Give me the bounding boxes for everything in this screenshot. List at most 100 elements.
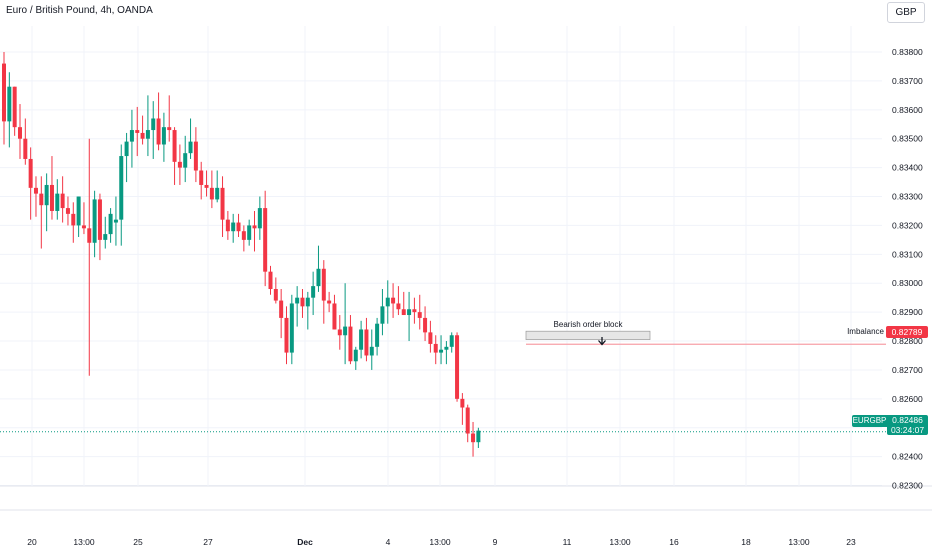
currency-button[interactable]: GBP: [887, 2, 925, 23]
candle-body: [204, 184, 209, 188]
candle-body: [17, 127, 22, 139]
candle-body: [220, 187, 225, 220]
time-tick-label: 23: [846, 537, 856, 547]
candle-body: [28, 158, 33, 188]
candle-body: [247, 225, 252, 240]
chart-grid: [0, 26, 932, 511]
candle-body: [23, 138, 28, 159]
price-tick-label: 0.83400: [892, 163, 923, 173]
candle-body: [321, 268, 326, 301]
candle-body: [108, 213, 113, 235]
candle-body: [81, 225, 86, 229]
candle-body: [97, 199, 102, 240]
price-tick-label: 0.83500: [892, 134, 923, 144]
time-tick-label: 13:00: [609, 537, 631, 547]
candle-body: [401, 309, 406, 316]
price-tick-label: 0.82700: [892, 365, 923, 375]
candle-body: [193, 141, 198, 171]
order-block-zone: [525, 330, 651, 340]
price-tick-label: 0.83700: [892, 76, 923, 86]
candle-body: [140, 132, 145, 139]
time-tick-label: 4: [386, 537, 391, 547]
candle-body: [364, 329, 369, 356]
candle-body: [273, 289, 278, 301]
candle-body: [2, 63, 6, 122]
price-tick-label: 0.83800: [892, 47, 923, 57]
candle-body: [449, 335, 454, 347]
candle-body: [471, 433, 476, 443]
down-arrow-icon: [598, 337, 606, 346]
price-tick-label: 0.83100: [892, 249, 923, 259]
candle-body: [316, 268, 321, 287]
imbalance-price-tag: 0.82789: [886, 326, 928, 338]
candle-body: [225, 219, 230, 232]
candle-body: [129, 130, 134, 142]
candle-body: [423, 317, 428, 333]
time-tick-label: 11: [563, 537, 572, 547]
time-tick-label: 25: [133, 537, 143, 547]
candle-body: [369, 346, 374, 356]
candle-body: [348, 326, 353, 362]
last-price-value: 0.82486: [892, 415, 923, 425]
candle-body: [353, 349, 358, 362]
candle-body: [39, 193, 44, 206]
candle-body: [236, 222, 241, 232]
candle-body: [268, 271, 273, 290]
candle-body: [252, 225, 257, 229]
candle-body: [289, 303, 294, 353]
candle-body: [327, 300, 332, 304]
candle-body: [396, 303, 401, 310]
candle-body: [460, 398, 465, 408]
time-tick-label: 13:00: [429, 537, 451, 547]
candle-body: [279, 300, 284, 318]
candle-body: [391, 297, 396, 304]
candle-body: [188, 141, 193, 154]
candle-body: [44, 184, 49, 206]
time-tick-label: 18: [741, 537, 751, 547]
candle-body: [49, 184, 54, 211]
candle-body: [257, 208, 262, 229]
price-tick-label: 0.82400: [892, 452, 923, 462]
candle-body: [375, 323, 380, 347]
candle-body: [145, 130, 150, 139]
price-tick-label: 0.82900: [892, 307, 923, 317]
candle-body: [199, 170, 204, 185]
candle-body: [407, 309, 412, 316]
price-tick-label: 0.82800: [892, 336, 923, 346]
candle-body: [92, 199, 97, 243]
candle-body: [135, 130, 140, 133]
symbol-tag: EURGBP: [852, 415, 887, 427]
candle-body: [284, 317, 289, 353]
time-tick-label: 13:00: [73, 537, 95, 547]
chart-title: Euro / British Pound, 4h, OANDA: [6, 5, 153, 16]
candle-body: [113, 219, 118, 223]
time-tick-label: Dec: [297, 537, 313, 547]
candle-body: [332, 303, 337, 330]
candle-body: [385, 297, 390, 307]
candle-body: [7, 86, 12, 122]
candle-body: [124, 141, 129, 157]
price-tick-label: 0.83300: [892, 192, 923, 202]
candle-body: [241, 231, 246, 240]
price-tick-label: 0.82300: [892, 481, 923, 491]
time-axis: 20 13:00 25 27 Dec 4 13:00 9 11 13:00 16 18 13:00 23: [27, 537, 856, 547]
candle-body: [295, 297, 300, 304]
candle-body: [343, 326, 348, 336]
candle-body: [119, 156, 124, 220]
candle-body: [359, 329, 364, 350]
candle-body: [87, 228, 92, 243]
bar-countdown: 03:24:07: [890, 425, 925, 435]
time-tick-label: 16: [669, 537, 679, 547]
arrow-shape: [598, 337, 606, 346]
candle-body: [455, 335, 460, 399]
candle-body: [263, 208, 268, 272]
time-tick-label: 20: [27, 537, 37, 547]
candle-body: [76, 196, 81, 226]
candle-body: [33, 187, 38, 194]
candle-body: [439, 349, 444, 353]
price-tick-label: 0.82600: [892, 394, 923, 404]
candle-body: [183, 153, 188, 168]
candle-body: [60, 193, 65, 209]
order-block-label: Bearish order block: [553, 320, 623, 329]
